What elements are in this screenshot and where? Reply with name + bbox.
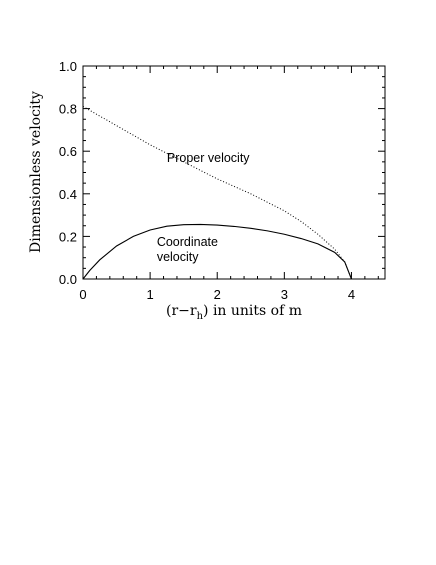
annotation-text: Coordinate	[157, 235, 218, 249]
x-tick-label: 0	[79, 287, 86, 302]
x-axis-label-main: (r−r	[166, 303, 197, 319]
x-axis-label-subscript: h	[197, 311, 204, 322]
axis-ticks	[82, 65, 385, 280]
x-axis-label: (r−rh) in units of m	[166, 303, 302, 322]
x-axis-label-rest: ) in units of m	[203, 303, 302, 319]
annotation-text: velocity	[157, 250, 199, 264]
y-tick-label: 0.2	[59, 229, 77, 244]
plot-frame	[82, 65, 386, 280]
data-series	[82, 106, 352, 280]
solid-series-line	[82, 223, 352, 280]
y-tick-label: 0.8	[59, 102, 77, 117]
x-tick-label: 3	[281, 287, 288, 302]
y-tick-label: 0.6	[59, 144, 77, 159]
dotted-series-line	[82, 106, 352, 280]
y-tick-label: 0.4	[59, 187, 77, 202]
x-tick-label: 1	[146, 287, 153, 302]
y-tick-label: 0.0	[59, 272, 77, 287]
y-tick-label: 1.0	[59, 59, 77, 74]
annotation-text: Proper velocity	[167, 151, 250, 165]
x-tick-label: 4	[348, 287, 355, 302]
y-axis-label: Dimensionless velocity	[28, 91, 44, 253]
x-tick-label: 2	[214, 287, 221, 302]
tick-labels: 0 1 2 3 4 0.0 0.2 0.4 0.6 0.8 1.0	[59, 59, 355, 302]
